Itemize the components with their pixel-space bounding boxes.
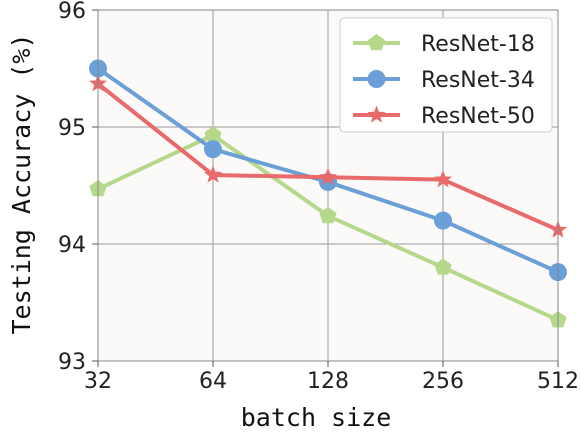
legend-marker-resnet-18 — [367, 34, 386, 51]
point-resnet-50 — [433, 170, 453, 188]
x-tick-label: 64 — [199, 369, 227, 394]
y-tick-label: 94 — [58, 233, 86, 258]
point-resnet-50 — [203, 165, 223, 183]
x-tick-label: 256 — [422, 369, 464, 394]
point-resnet-34 — [434, 211, 452, 230]
x-tick-label: 128 — [307, 369, 349, 394]
point-resnet-18 — [319, 206, 337, 224]
point-resnet-50 — [318, 167, 338, 185]
legend-marker-resnet-50 — [367, 105, 386, 123]
series-layer — [88, 59, 568, 328]
y-tick-label: 93 — [58, 350, 86, 375]
x-tick-label: 32 — [84, 369, 112, 394]
y-tick-label: 96 — [58, 0, 86, 24]
legend-label-resnet-18: ResNet-18 — [421, 32, 535, 57]
point-resnet-18 — [204, 126, 222, 143]
legend-marker-resnet-34 — [367, 70, 386, 88]
y-tick-label: 95 — [58, 116, 86, 141]
ticks: 93 94 95 96 32 64 128 256 512 — [58, 0, 579, 394]
y-axis-label: Testing Accuracy (%) — [7, 33, 36, 334]
point-resnet-18 — [434, 258, 452, 275]
x-axis-label: batch size — [241, 403, 392, 432]
legend: ResNet-18 ResNet-34 ResNet-50 — [339, 17, 553, 133]
x-tick-label: 512 — [537, 369, 579, 394]
point-resnet-34 — [204, 140, 222, 159]
legend-label-resnet-34: ResNet-34 — [421, 68, 535, 93]
legend-box — [339, 17, 553, 133]
legend-label-resnet-50: ResNet-50 — [421, 104, 535, 129]
